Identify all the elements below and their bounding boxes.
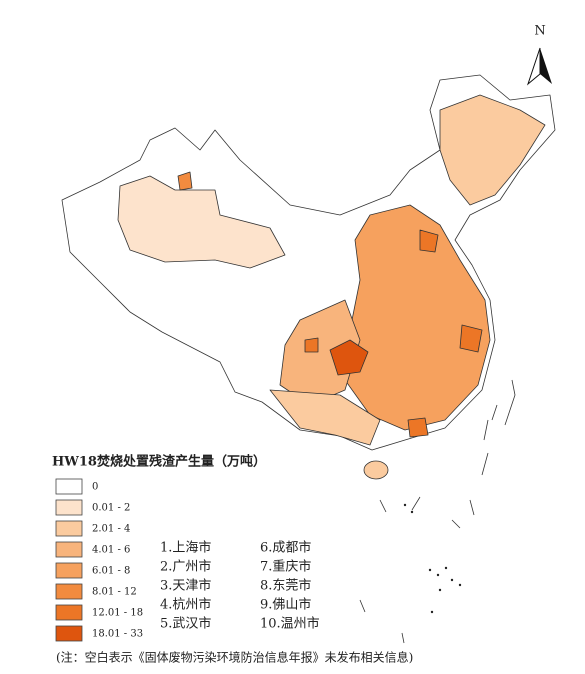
legend-label: 0.01 - 2 [92,503,130,514]
region-chongqing [329,339,369,376]
region-northeast [439,94,546,206]
map [61,74,556,644]
legend-swatch [55,499,83,516]
legend-swatch [55,520,83,537]
region-light [117,175,286,269]
legend-swatch [55,604,83,621]
legend-label: 18.01 - 33 [92,629,143,640]
legend-label: 4.01 - 6 [92,545,130,556]
city-item: 6.成都市 [260,540,311,556]
city-item: 3.天津市 [160,578,211,594]
city-item: 10.温州市 [260,616,320,632]
north-label: N [534,24,545,39]
legend-label: 2.01 - 4 [92,524,130,535]
city-item: 7.重庆市 [260,559,311,575]
legend-swatch [55,478,83,495]
legend-swatch [55,583,83,600]
sea-boundary [359,379,516,644]
city-item: 4.杭州市 [160,597,211,613]
city-item: 1.上海市 [160,540,211,556]
hainan [363,460,389,480]
region-hotspot [304,229,483,438]
city-item: 5.武汉市 [160,616,211,632]
islands [403,503,462,614]
legend-label: 12.01 - 18 [92,608,143,619]
legend-label: 0 [92,482,98,493]
city-item: 8.东莞市 [260,578,311,594]
note: (注：空白表示《固体废物污染环境防治信息年报》未发布相关信息) [56,650,413,665]
legend-swatch [55,625,83,642]
legend-label: 6.01 - 8 [92,566,130,577]
legend: 0 0.01 - 2 2.01 - 4 4.01 - 6 6.01 - 8 8.01 - … [55,478,143,642]
city-item: 9.佛山市 [260,597,311,613]
city-item: 2.广州市 [160,559,211,575]
legend-swatch [55,562,83,579]
region-south [269,389,381,446]
region-northwest-spot [177,171,193,191]
region-east [344,204,491,431]
legend-swatch [55,541,83,558]
city-list: 1.上海市 2.广州市 3.天津市 4.杭州市 5.武汉市 6.成都市 7.重庆市 8.东莞市… [160,540,320,632]
north-arrow: N [526,24,552,86]
legend-title: HW18焚烧处置残渣产生量（万吨） [52,454,266,470]
legend-label: 8.01 - 12 [92,587,137,598]
